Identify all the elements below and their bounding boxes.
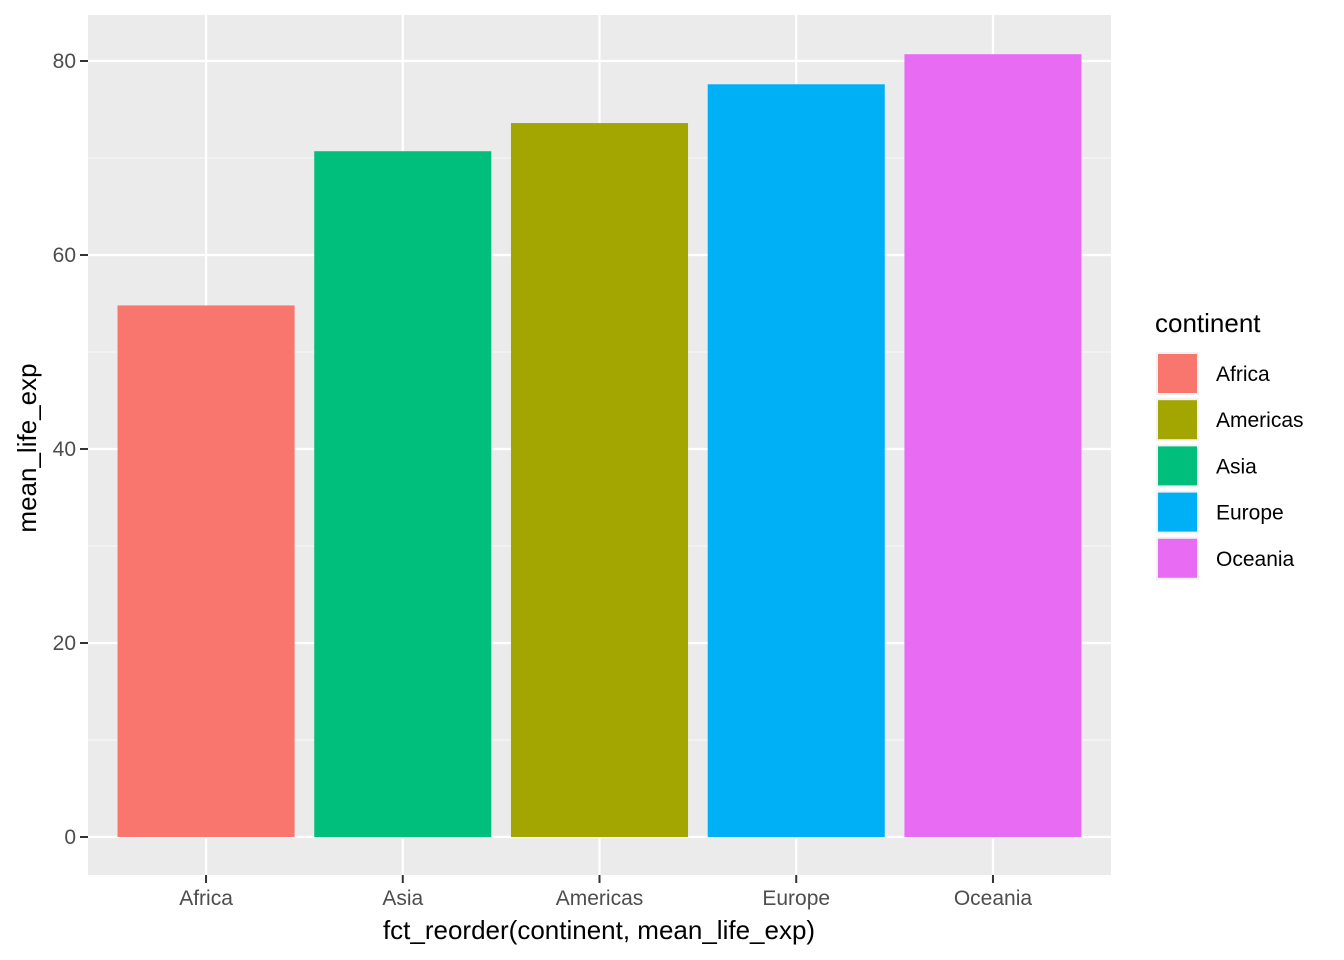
- legend-label-europe: Europe: [1216, 502, 1284, 525]
- y-tick-label: 20: [53, 632, 76, 655]
- x-tick-label: Americas: [556, 887, 644, 910]
- legend-label-asia: Asia: [1216, 455, 1257, 478]
- x-axis-title: fct_reorder(continent, mean_life_exp): [383, 915, 815, 945]
- legend-label-africa: Africa: [1216, 363, 1270, 386]
- bar-americas: [510, 123, 689, 837]
- legend-label-oceania: Oceania: [1216, 548, 1295, 571]
- x-tick-label: Asia: [382, 887, 423, 910]
- bar-africa: [117, 305, 295, 837]
- x-tick-label: Africa: [179, 887, 233, 910]
- legend-swatch-americas: [1158, 400, 1197, 440]
- bars: [117, 54, 1082, 837]
- legend-swatch-oceania: [1158, 538, 1197, 578]
- y-tick-label: 40: [53, 438, 76, 461]
- bar-europe: [707, 84, 885, 837]
- y-tick-label: 80: [53, 50, 76, 73]
- legend-swatch-asia: [1158, 446, 1197, 486]
- y-tick-label: 0: [64, 826, 76, 849]
- x-tick-label: Oceania: [954, 887, 1033, 910]
- legend-swatch-africa: [1158, 354, 1197, 393]
- legend-label-americas: Americas: [1216, 409, 1304, 432]
- y-tick-label: 60: [53, 244, 76, 267]
- x-tick-label: Europe: [762, 887, 830, 910]
- legend-title: continent: [1155, 308, 1261, 338]
- bar-oceania: [904, 54, 1082, 837]
- legend: continent Africa Americas Asia Europe Oceani…: [1155, 308, 1304, 580]
- x-axis: Africa Asia Americas Europe Oceania: [179, 875, 1032, 910]
- y-axis-title: mean_life_exp: [12, 363, 42, 532]
- bar-asia: [314, 151, 492, 837]
- y-axis: 0 20 40 60 80: [53, 50, 88, 849]
- legend-swatch-europe: [1158, 492, 1197, 532]
